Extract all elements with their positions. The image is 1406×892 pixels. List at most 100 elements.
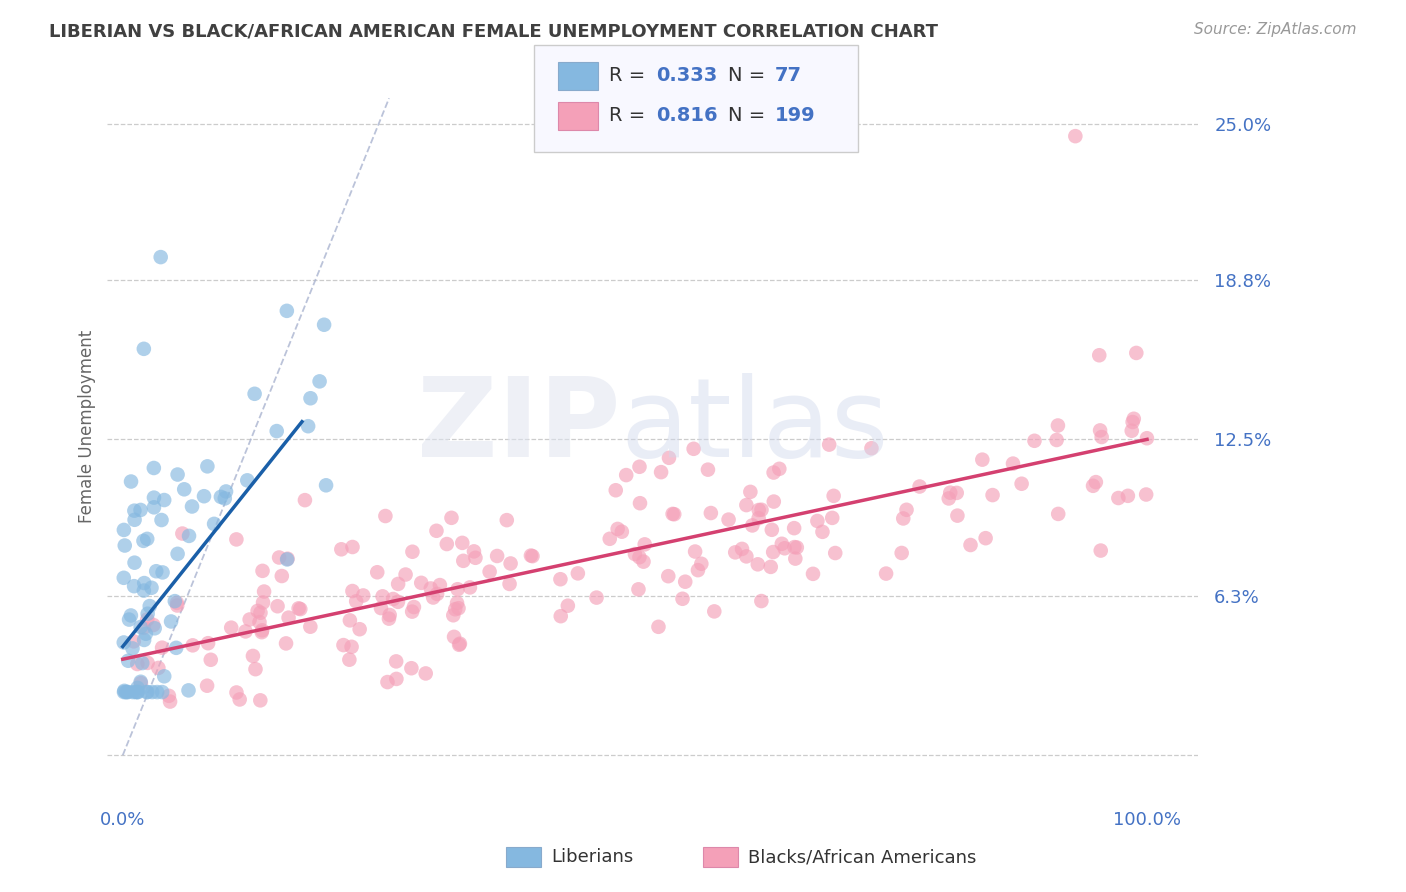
Point (567, 566, 589, 581)
Point (451, 536, 474, 550)
Point (783, 540, 806, 554)
Point (121, 641, 143, 656)
Point (387, 577, 409, 591)
Point (277, 610, 299, 624)
Point (250, 624, 273, 638)
Text: N =: N = (728, 106, 772, 126)
Point (748, 511, 770, 525)
Point (125, 685, 148, 699)
Point (446, 596, 468, 610)
Point (1046, 418, 1069, 433)
Point (159, 695, 181, 709)
Point (1088, 348, 1111, 362)
Point (683, 544, 706, 558)
Point (290, 602, 312, 616)
Point (127, 685, 149, 699)
Point (657, 569, 679, 583)
Point (177, 683, 200, 698)
Point (891, 511, 914, 525)
Point (142, 491, 165, 505)
Point (783, 521, 806, 535)
Point (197, 636, 219, 650)
Point (146, 685, 169, 699)
Text: R =: R = (609, 106, 651, 126)
Point (249, 615, 271, 629)
Point (308, 375, 330, 389)
Point (181, 500, 204, 514)
Point (1136, 431, 1159, 445)
Point (269, 550, 291, 565)
Point (166, 467, 188, 482)
Point (946, 508, 969, 523)
Point (239, 612, 262, 626)
Point (599, 532, 621, 546)
Point (762, 545, 785, 559)
Point (270, 569, 292, 583)
Point (557, 599, 579, 613)
Point (340, 640, 363, 654)
Point (314, 318, 336, 332)
Point (824, 546, 846, 560)
Point (114, 539, 136, 553)
Point (785, 551, 807, 566)
Text: 0.816: 0.816 (657, 106, 718, 126)
Point (773, 541, 796, 556)
Point (342, 584, 364, 599)
Point (236, 473, 259, 487)
Point (115, 685, 138, 699)
Point (214, 491, 236, 506)
Point (172, 526, 194, 541)
Point (478, 565, 501, 579)
Point (751, 502, 773, 516)
Point (117, 685, 139, 699)
Point (332, 638, 354, 652)
Point (498, 577, 520, 591)
Y-axis label: Female Unemployment: Female Unemployment (79, 330, 96, 524)
Point (129, 503, 152, 517)
Text: R =: R = (609, 66, 651, 86)
Point (770, 537, 793, 551)
Point (177, 529, 200, 543)
Point (458, 581, 481, 595)
Point (127, 657, 149, 671)
Point (112, 571, 135, 585)
Point (628, 496, 651, 510)
Point (166, 599, 188, 613)
Point (1125, 346, 1147, 360)
Point (1081, 479, 1104, 493)
Point (371, 590, 394, 604)
Point (1024, 434, 1046, 448)
Point (299, 391, 322, 405)
Point (153, 493, 176, 508)
Point (425, 524, 447, 538)
Point (1011, 476, 1033, 491)
Text: Blacks/African Americans: Blacks/African Americans (748, 848, 976, 866)
Point (671, 591, 693, 606)
Point (112, 523, 135, 537)
Point (246, 604, 269, 618)
Point (422, 591, 444, 605)
Point (165, 640, 187, 655)
Point (378, 612, 401, 626)
Point (1001, 457, 1024, 471)
Point (114, 685, 136, 699)
Point (225, 533, 247, 547)
Point (1090, 543, 1112, 558)
Point (387, 595, 409, 609)
Point (634, 537, 657, 551)
Point (197, 459, 219, 474)
Point (703, 604, 725, 618)
Point (142, 618, 165, 632)
Point (129, 674, 152, 689)
Point (981, 488, 1004, 502)
Point (339, 613, 361, 627)
Point (759, 560, 782, 574)
Point (143, 500, 166, 515)
Point (122, 579, 145, 593)
Point (122, 685, 145, 699)
Point (352, 589, 374, 603)
Point (690, 557, 713, 571)
Point (138, 599, 160, 613)
Point (181, 638, 204, 652)
Point (342, 540, 364, 554)
